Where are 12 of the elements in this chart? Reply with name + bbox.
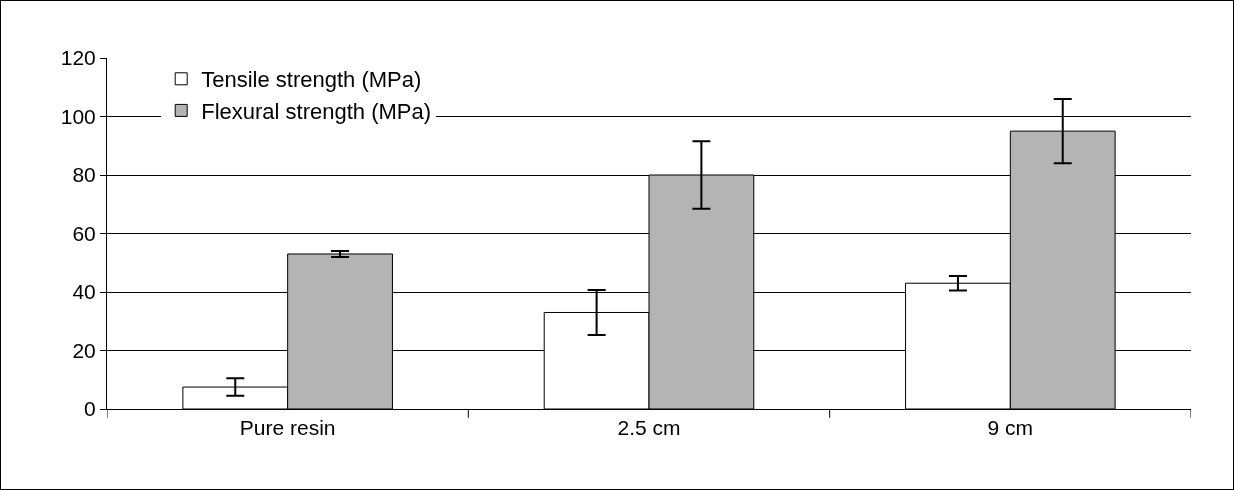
x-tick-label: 2.5 cm [617, 416, 681, 440]
x-tick-label: Pure resin [239, 416, 336, 440]
y-tick-label: 60 [72, 221, 96, 245]
y-tick-label: 120 [60, 46, 96, 70]
y-tick-label: 20 [72, 338, 96, 362]
x-tick-label: 9 cm [987, 416, 1034, 440]
y-tick-label: 100 [60, 104, 96, 128]
legend-label: Flexural strength (MPa) [201, 98, 432, 124]
y-tick-label: 0 [84, 397, 96, 421]
legend-label: Tensile strength (MPa) [201, 67, 422, 93]
y-tick-label: 40 [72, 280, 96, 304]
y-tick-label: 80 [72, 163, 96, 187]
